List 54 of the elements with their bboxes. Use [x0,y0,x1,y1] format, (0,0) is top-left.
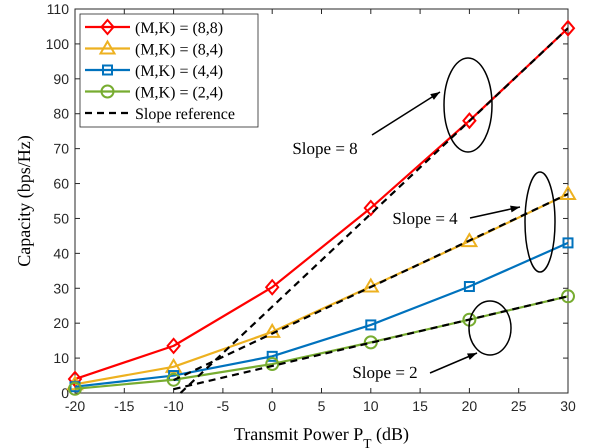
y-tick-label: 60 [53,176,70,192]
point [168,370,180,382]
point [364,200,378,216]
x-tick-label: -10 [163,398,184,414]
y-tick-label: 100 [46,36,70,52]
point [561,20,575,36]
x-axis-title: Transmit Power P$_{T}$ (dB) [234,424,410,448]
x-tick-label: 25 [510,398,527,414]
y-tick-label: 90 [53,70,70,87]
x-tick-label: 30 [560,398,576,414]
point [166,358,182,373]
y-tick-label: 10 [53,350,70,366]
point [166,338,181,354]
annotation: Slope = 2 [352,363,418,382]
y-tick-label: 50 [53,210,70,226]
point [461,233,478,248]
annotation: Slope = 4 [392,209,458,228]
legend-label: (M,K) = (4,4) [135,63,224,80]
y-tick-label: 0 [61,385,70,401]
y-tick-label: 40 [53,245,70,262]
y-axis-title: Capacity (bps/Hz) [14,135,34,267]
x-tick-label: 10 [363,398,379,414]
y-tick-label: 80 [53,106,70,122]
point [464,281,475,292]
point [265,357,280,372]
point [265,279,280,296]
y-tick-label: 110 [46,1,70,17]
point [365,319,376,330]
x-tick-label: -20 [64,398,86,414]
point [462,112,476,129]
point [362,278,379,293]
point [562,237,574,248]
point [561,289,575,304]
point [462,312,476,327]
legend-label: (M,K) = (8,8) [135,20,224,37]
legend-label: Slope reference [135,106,235,123]
x-tick-label: 5 [318,398,326,414]
y-tick-label: 20 [53,315,70,332]
annotation: Slope = 8 [292,139,358,158]
y-tick-label: 70 [53,140,70,157]
point [68,371,82,388]
y-tick-label: 30 [53,280,70,296]
legend-label: (M,K) = (8,4) [135,42,224,58]
point [560,186,576,200]
legend-label: (M,K) = (2,4) [135,84,224,102]
x-tick-label: -15 [114,398,135,414]
point [264,324,280,338]
x-tick-label: -5 [216,398,230,414]
x-tick-label: 15 [412,398,428,414]
x-tick-label: 0 [268,398,276,414]
point [166,372,181,387]
point [266,350,278,362]
x-tick-label: 20 [462,398,478,414]
point [364,335,378,350]
